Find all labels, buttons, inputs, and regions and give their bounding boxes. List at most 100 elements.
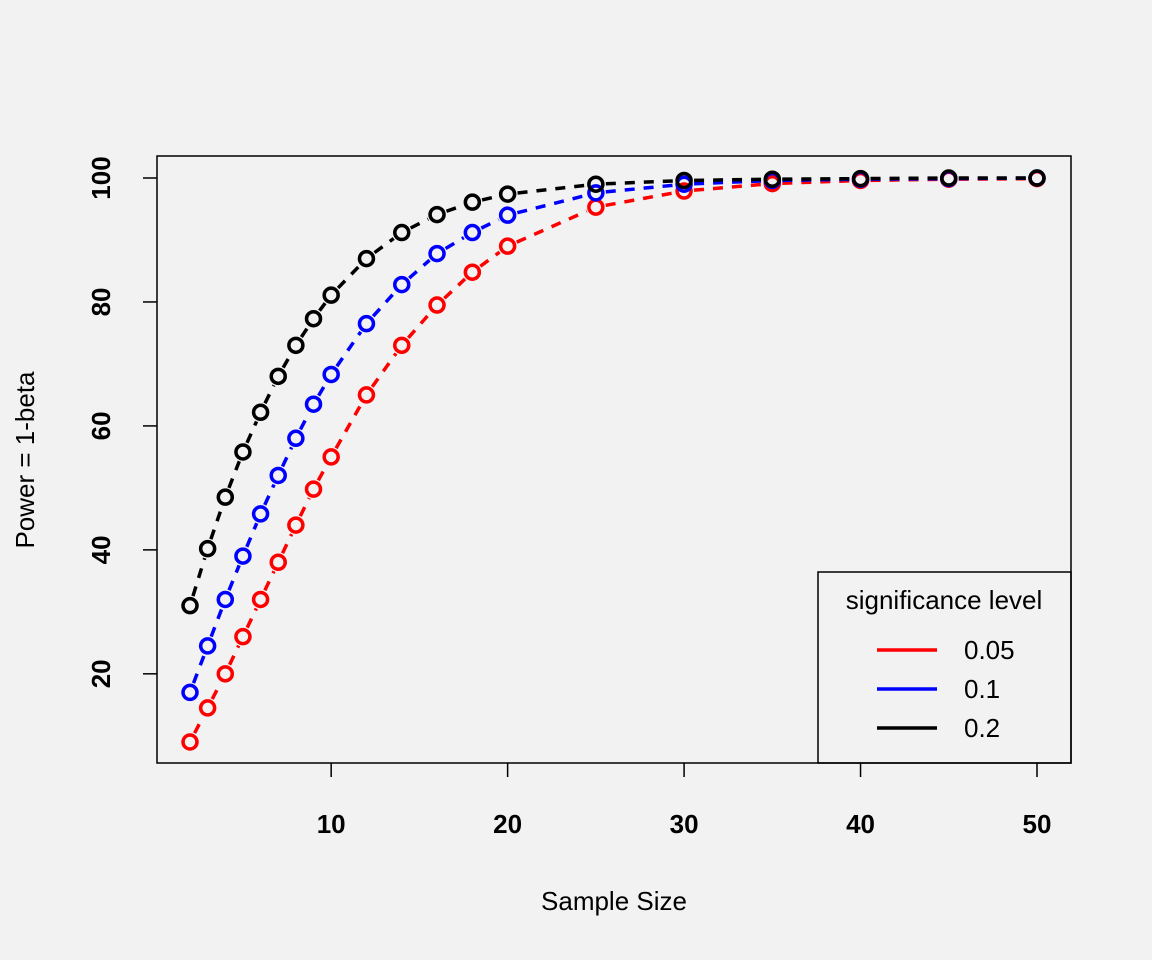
series-line-segment [281, 353, 293, 369]
series-line-segment [605, 183, 675, 194]
legend-title: significance level [846, 585, 1043, 615]
data-point [269, 466, 287, 485]
data-point [181, 683, 199, 702]
series-line-segment [245, 522, 259, 548]
data-point [357, 386, 376, 404]
series-line-segment [407, 311, 432, 339]
legend-label: 0.05 [964, 635, 1015, 665]
series-line-segment [263, 384, 276, 405]
plot-frame [156, 155, 1072, 764]
series-line-segment [334, 402, 364, 450]
series-line-segment [444, 236, 465, 250]
data-point [357, 249, 376, 268]
series-line-segment [516, 193, 587, 215]
data-point [498, 206, 517, 224]
data-point [269, 553, 287, 572]
series-line-segment [209, 506, 224, 540]
series-line-segment [298, 497, 311, 517]
series-line-segment [605, 191, 675, 208]
data-point [393, 275, 411, 294]
legend-label: 0.2 [964, 713, 1000, 743]
data-point [304, 309, 323, 328]
series-line-segment [373, 237, 395, 255]
series-line-segment [516, 209, 588, 244]
data-point [675, 182, 693, 200]
series-line-segment [409, 217, 429, 230]
data-point [234, 547, 252, 565]
x-axis: 10 20 30 40 50 [317, 763, 1051, 839]
data-point [322, 365, 340, 384]
data-point [287, 429, 305, 448]
data-point [251, 505, 270, 523]
y-axis-title: Power = 1-beta [10, 371, 40, 549]
series-line-segment [227, 460, 241, 489]
series-line-segment [245, 607, 258, 629]
data-point [393, 223, 411, 242]
y-tick-label: 60 [86, 411, 116, 440]
series-line-segment [227, 564, 241, 591]
series-line-segment [517, 183, 587, 195]
data-point [428, 296, 446, 314]
data-point [463, 263, 482, 281]
data-point [587, 184, 605, 202]
series-line-segment [191, 557, 207, 597]
data-point [463, 223, 482, 242]
data-point [393, 336, 411, 355]
series-line-segment [335, 330, 363, 368]
series-line-segment [209, 608, 224, 638]
data-point [428, 205, 446, 224]
series-line-segment [263, 570, 276, 592]
series-line-segment [445, 203, 464, 213]
data-point [1028, 169, 1046, 187]
data-point [234, 627, 252, 646]
series-layer [181, 169, 1046, 751]
data-point [181, 596, 199, 615]
legend-label: 0.1 [964, 674, 1000, 704]
series-line-segment [693, 182, 763, 192]
data-point [498, 237, 517, 255]
series-line-segment [408, 258, 431, 280]
x-axis-title: Sample Size [541, 886, 687, 916]
data-point [287, 516, 305, 534]
series-line-segment [245, 420, 259, 444]
data-point [198, 637, 217, 655]
data-point [357, 314, 376, 333]
y-tick-label: 20 [86, 659, 116, 688]
data-point [216, 488, 235, 506]
data-point [763, 170, 782, 188]
y-tick-label: 40 [86, 535, 116, 564]
series-line-segment [227, 644, 241, 666]
series-line-segment [481, 194, 499, 202]
series-line-segment [298, 412, 311, 431]
series-line-segment [299, 326, 310, 338]
data-point [675, 171, 693, 190]
series-line-segment [280, 446, 294, 468]
series-line-segment [316, 464, 328, 482]
data-point [216, 590, 235, 609]
data-point [181, 733, 199, 751]
y-tick-label: 100 [86, 156, 116, 199]
x-tick-label: 30 [670, 809, 699, 839]
series-line-segment [210, 681, 223, 700]
data-point [287, 336, 305, 355]
x-tick-label: 20 [493, 809, 522, 839]
series-line-segment [480, 218, 500, 230]
series-line-segment [317, 382, 328, 397]
legend-box [817, 571, 1072, 764]
data-point [498, 185, 517, 203]
data-point [322, 286, 340, 304]
data-point [940, 169, 958, 187]
series-line-segment [263, 483, 276, 506]
series-line-segment [336, 264, 361, 290]
legend-entries: 0.05 0.1 0.2 [877, 635, 1015, 743]
x-tick-label: 40 [846, 809, 875, 839]
data-point [251, 403, 270, 422]
data-point [304, 395, 323, 413]
data-point [463, 193, 482, 211]
y-axis: 20 40 60 80 100 [86, 156, 157, 688]
series-line-segment [193, 715, 205, 734]
data-point [851, 169, 870, 188]
series-line-segment [318, 302, 327, 312]
